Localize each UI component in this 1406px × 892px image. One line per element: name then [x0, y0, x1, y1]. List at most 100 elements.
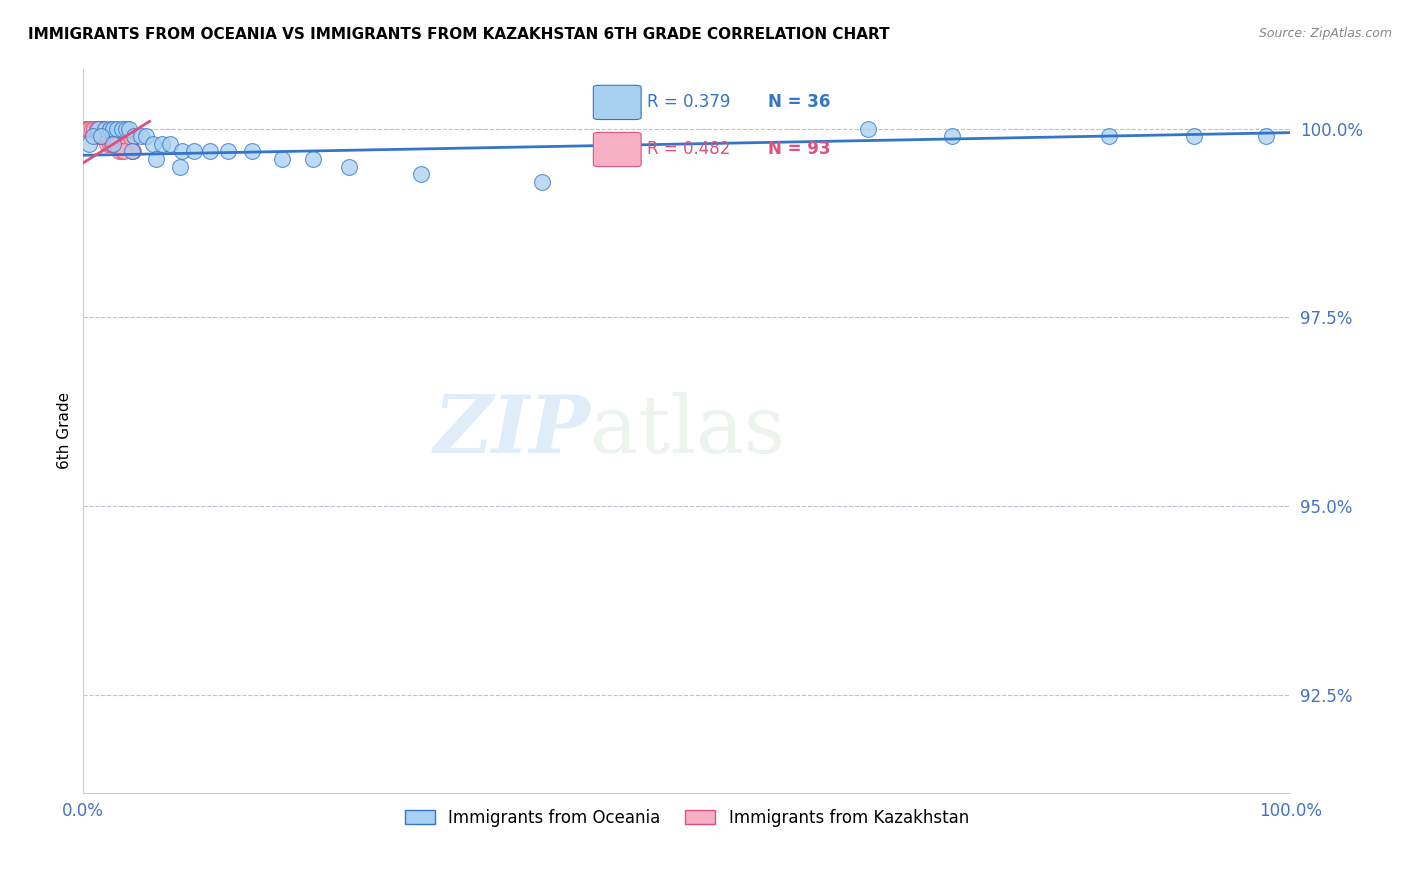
Point: [142, 136, 165, 151]
Point: [111, 121, 134, 136]
Point: [90, 121, 112, 136]
Point: [117, 136, 139, 151]
Point: [86, 121, 108, 136]
Point: [96, 129, 118, 144]
Point: [271, 152, 294, 166]
Point: [79, 121, 101, 136]
Text: N = 93: N = 93: [768, 141, 830, 159]
Point: [87, 121, 110, 136]
Point: [87, 121, 110, 136]
Point: [90, 129, 112, 144]
FancyBboxPatch shape: [593, 132, 641, 167]
Point: [103, 129, 125, 144]
Point: [530, 175, 553, 189]
Point: [104, 129, 127, 144]
Point: [93, 129, 115, 144]
Point: [98, 136, 121, 151]
Point: [90, 129, 112, 144]
Point: [103, 121, 125, 136]
Point: [100, 129, 122, 144]
Point: [80, 121, 103, 136]
Point: [411, 167, 433, 181]
Point: [111, 145, 134, 159]
Point: [96, 129, 118, 144]
Point: [79, 121, 101, 136]
Point: [76, 121, 98, 136]
Point: [108, 136, 131, 151]
Point: [79, 121, 101, 136]
Point: [76, 121, 98, 136]
Point: [79, 121, 101, 136]
Point: [121, 145, 143, 159]
Point: [112, 136, 135, 151]
Point: [145, 152, 167, 166]
Point: [107, 129, 129, 144]
Point: [94, 129, 117, 144]
Point: [112, 136, 135, 151]
Point: [77, 121, 100, 136]
Point: [217, 145, 239, 159]
Point: [87, 129, 110, 144]
Point: [86, 121, 108, 136]
Text: IMMIGRANTS FROM OCEANIA VS IMMIGRANTS FROM KAZAKHSTAN 6TH GRADE CORRELATION CHAR: IMMIGRANTS FROM OCEANIA VS IMMIGRANTS FR…: [28, 27, 890, 42]
Point: [82, 121, 104, 136]
Point: [1098, 129, 1121, 144]
Point: [77, 121, 100, 136]
Point: [87, 121, 110, 136]
Point: [98, 129, 121, 144]
Point: [96, 129, 118, 144]
Point: [105, 136, 128, 151]
Text: R = 0.379: R = 0.379: [647, 94, 730, 112]
Point: [122, 129, 145, 144]
Point: [79, 121, 101, 136]
Point: [337, 160, 360, 174]
Point: [90, 129, 112, 144]
Point: [941, 129, 963, 144]
Point: [97, 129, 120, 144]
Point: [114, 121, 136, 136]
Text: R = 0.482: R = 0.482: [647, 141, 730, 159]
Point: [83, 121, 105, 136]
Point: [79, 136, 101, 151]
Point: [83, 121, 105, 136]
Point: [90, 129, 112, 144]
Legend: Immigrants from Oceania, Immigrants from Kazakhstan: Immigrants from Oceania, Immigrants from…: [396, 800, 977, 835]
Point: [121, 145, 143, 159]
Point: [83, 121, 105, 136]
Point: [110, 136, 132, 151]
Point: [76, 121, 98, 136]
Point: [1254, 129, 1277, 144]
Point: [135, 129, 157, 144]
Point: [96, 129, 118, 144]
Point: [108, 145, 131, 159]
Point: [80, 121, 103, 136]
Point: [198, 145, 221, 159]
Point: [96, 136, 118, 151]
Point: [79, 121, 101, 136]
Point: [91, 121, 114, 136]
Point: [94, 129, 117, 144]
Point: [98, 121, 121, 136]
Point: [87, 121, 110, 136]
Point: [121, 145, 143, 159]
Point: [856, 121, 879, 136]
Point: [83, 121, 105, 136]
Point: [115, 136, 138, 151]
Point: [97, 129, 120, 144]
Text: ZIP: ZIP: [433, 392, 591, 469]
Point: [101, 129, 124, 144]
Point: [111, 136, 134, 151]
Point: [103, 129, 125, 144]
Point: [100, 129, 122, 144]
Point: [96, 129, 118, 144]
Point: [120, 136, 142, 151]
Point: [87, 121, 110, 136]
Point: [93, 129, 115, 144]
Point: [114, 136, 136, 151]
Point: [89, 121, 111, 136]
Point: [80, 121, 103, 136]
Point: [118, 121, 141, 136]
Point: [84, 121, 107, 136]
Point: [172, 145, 194, 159]
Point: [87, 121, 110, 136]
